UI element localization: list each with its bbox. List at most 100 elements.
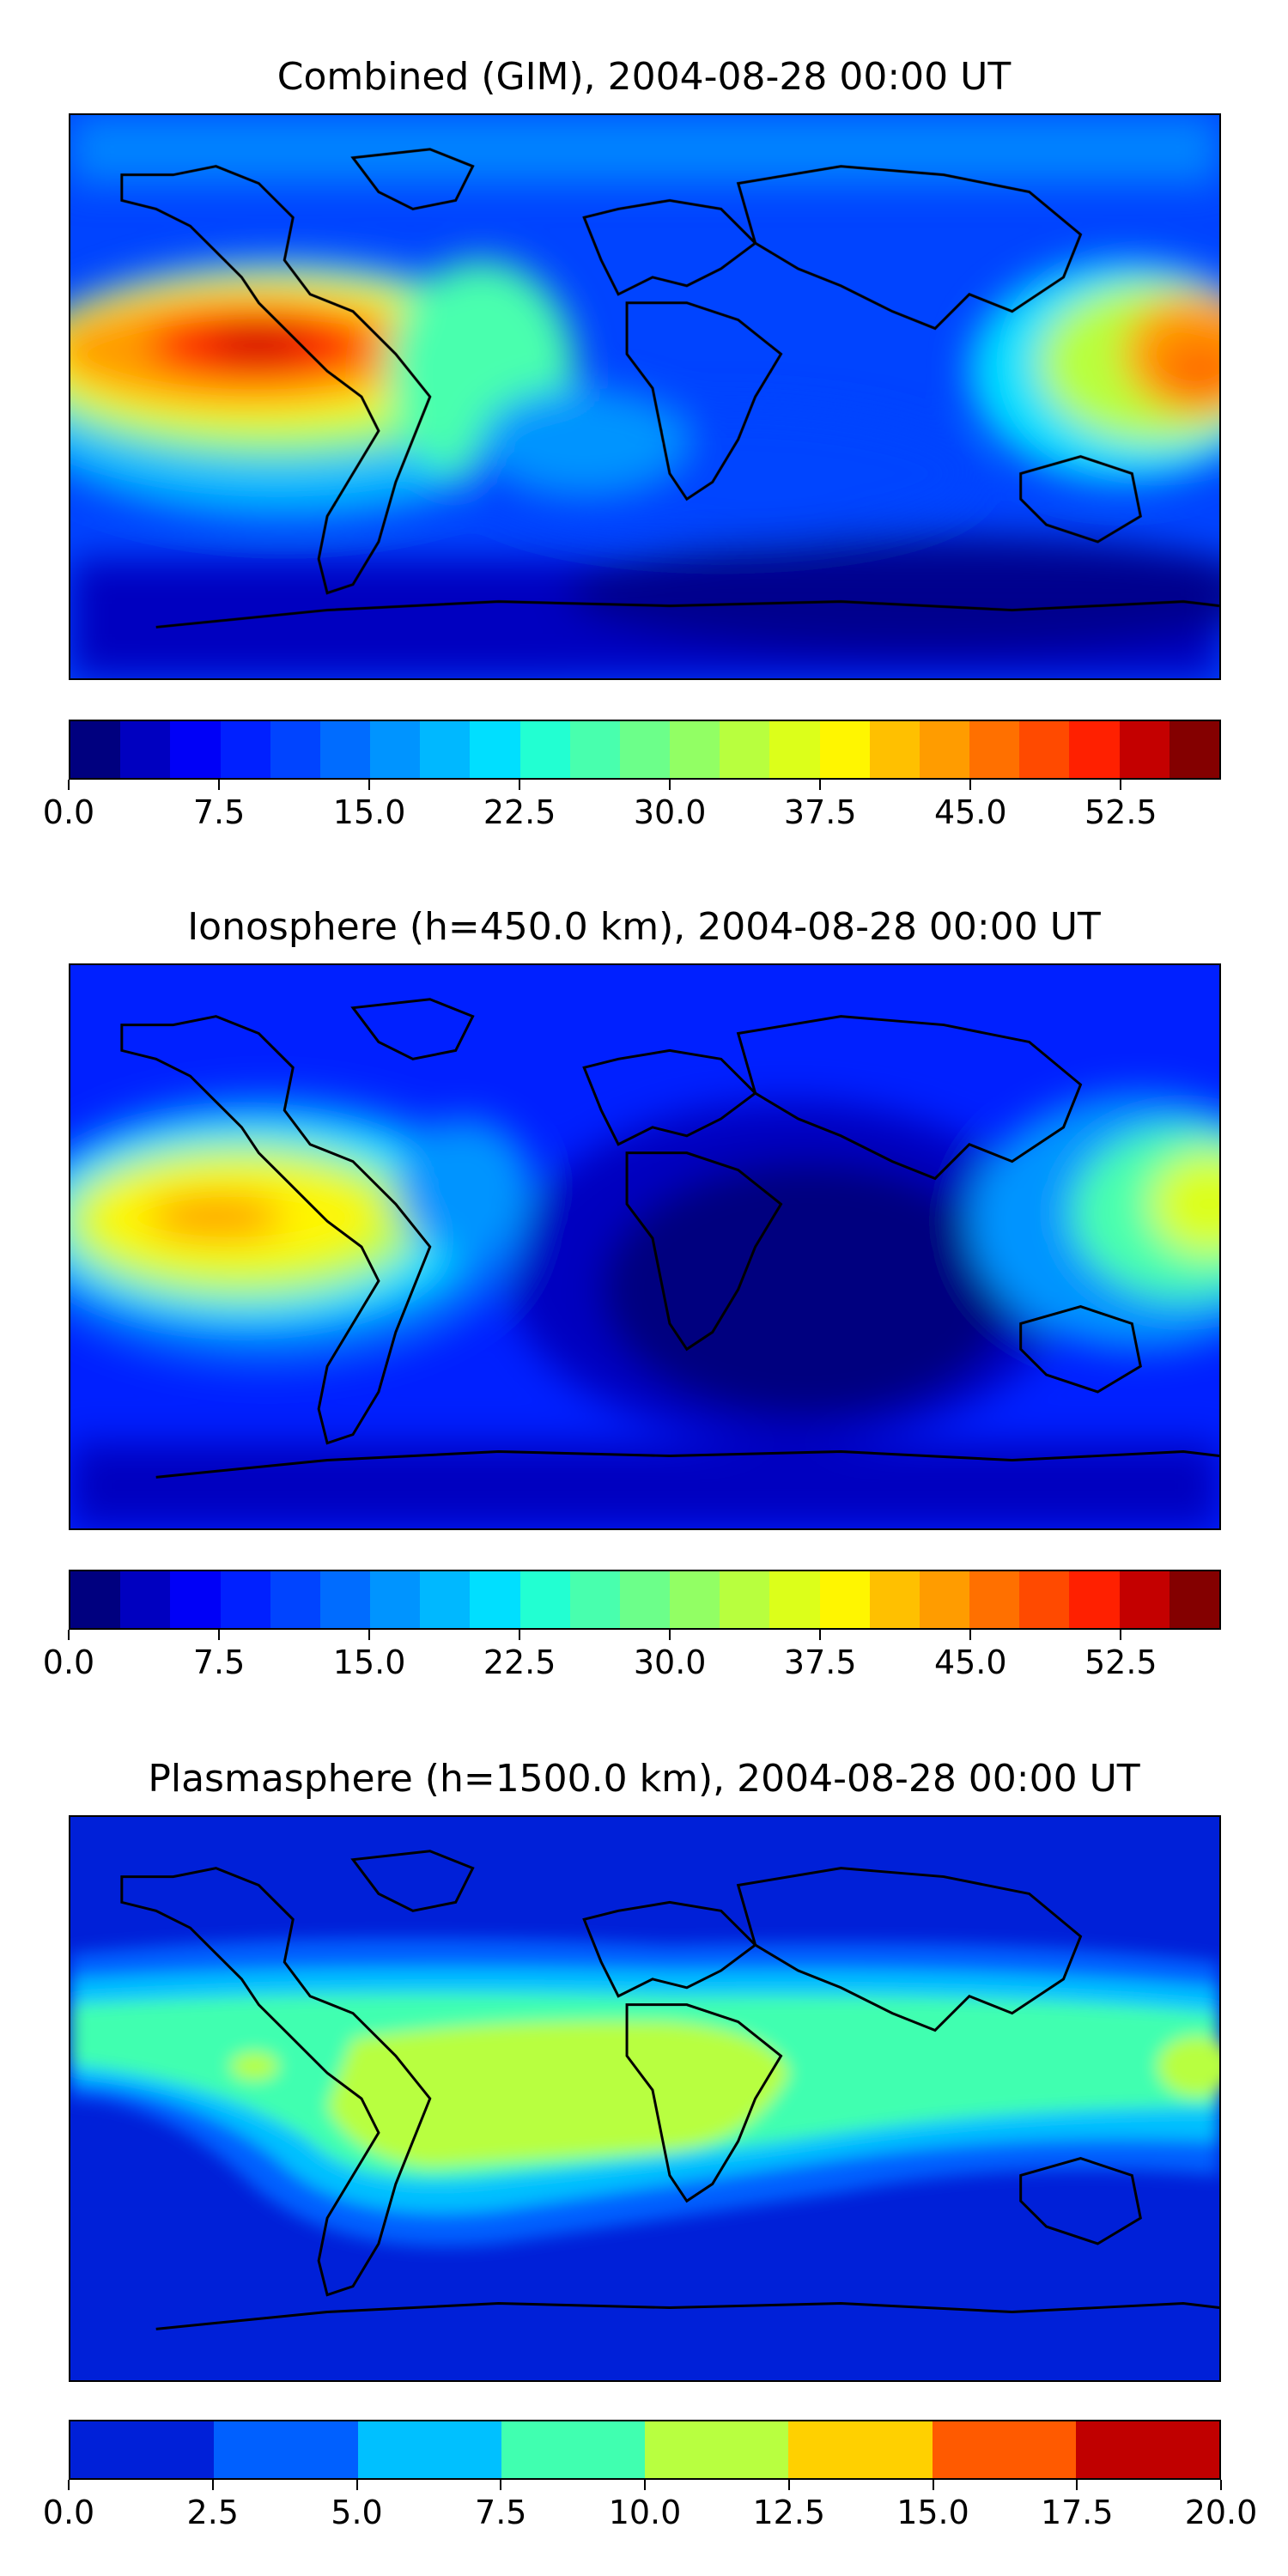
colorbar-level: [370, 721, 421, 778]
colorbar-level: [501, 2421, 645, 2478]
colorbar-tick-label: 5.0: [331, 2494, 383, 2531]
colorbar-level: [919, 721, 970, 778]
plasmasphere-colorbar-ticks: 0.0 2.5 5.0 7.5 10.0 12.5 15.0 17.5 20.0: [43, 2480, 1257, 2531]
colorbar-tick-label: 37.5: [783, 793, 857, 831]
colorbar-level: [569, 1571, 620, 1628]
plasmasphere-tec-map: [69, 1815, 1221, 2382]
colorbar-level: [788, 2421, 933, 2478]
colorbar-tick-label: 30.0: [633, 1643, 707, 1681]
colorbar-level: [1019, 721, 1070, 778]
colorbar-tick: [819, 780, 822, 790]
combined-tec-map: [69, 113, 1221, 680]
colorbar-level: [420, 1571, 471, 1628]
colorbar-level: [932, 2421, 1076, 2478]
colorbar-tick: [787, 2480, 790, 2490]
colorbar-level: [1119, 721, 1170, 778]
colorbar-tick: [1120, 780, 1122, 790]
colorbar-level: [270, 721, 320, 778]
coastlines: [120, 148, 1219, 629]
colorbar-tick-label: 0.0: [42, 1643, 95, 1681]
colorbar-level: [819, 1571, 870, 1628]
colorbar-level: [470, 721, 520, 778]
ionosphere-map-title: Ionosphere (h=450.0 km), 2004-08-28 00:0…: [187, 905, 1101, 949]
colorbar-level: [670, 1571, 720, 1628]
colorbar-level: [819, 721, 870, 778]
colorbar-tick: [644, 2480, 646, 2490]
colorbar-tick: [68, 2480, 70, 2490]
colorbar-tick: [669, 780, 671, 790]
colorbar-tick-label: 52.5: [1084, 1643, 1157, 1681]
colorbar-tick: [669, 1630, 671, 1640]
combined-colorbar: [69, 720, 1221, 780]
combined-colorbar-ticks: 0.0 7.5 15.0 22.5 30.0 37.5 45.0 52.5: [43, 780, 1221, 831]
colorbar-tick-label: 15.0: [332, 793, 406, 831]
colorbar-level: [619, 1571, 671, 1628]
colorbar-level: [1069, 1571, 1120, 1628]
colorbar-tick: [368, 1630, 371, 1640]
colorbar-level: [1119, 1571, 1170, 1628]
colorbar-level: [70, 721, 121, 778]
colorbar-tick-label: 7.5: [475, 2494, 527, 2531]
colorbar-tick: [211, 2480, 214, 2490]
colorbar-level: [170, 721, 221, 778]
colorbar-level: [270, 1571, 320, 1628]
colorbar-level: [670, 721, 720, 778]
colorbar-level: [470, 1571, 520, 1628]
colorbar-level: [969, 721, 1020, 778]
combined-map-title: Combined (GIM), 2004-08-28 00:00 UT: [276, 55, 1012, 99]
colorbar-tick-label: 52.5: [1084, 793, 1157, 831]
colorbar-tick-label: 22.5: [483, 793, 556, 831]
colorbar-tick: [969, 1630, 972, 1640]
colorbar-level: [519, 1571, 570, 1628]
colorbar-tick-label: 7.5: [192, 1643, 246, 1681]
colorbar-tick-label: 45.0: [933, 793, 1007, 831]
colorbar-level: [319, 721, 371, 778]
plasmasphere-map-title: Plasmasphere (h=1500.0 km), 2004-08-28 0…: [148, 1757, 1140, 1801]
colorbar-tick-label: 12.5: [752, 2494, 826, 2531]
colorbar-tick: [932, 2480, 934, 2490]
colorbar-tick-label: 15.0: [896, 2494, 969, 2531]
colorbar-tick: [218, 780, 221, 790]
colorbar-level: [357, 2421, 501, 2478]
ionosphere-tec-map: [69, 963, 1221, 1530]
colorbar-level: [1019, 1571, 1070, 1628]
ionosphere-colorbar: [69, 1570, 1221, 1630]
colorbar-level: [869, 1571, 920, 1628]
colorbar-level: [720, 721, 770, 778]
colorbar-tick-label: 37.5: [783, 1643, 857, 1681]
colorbar-level: [619, 721, 671, 778]
colorbar-tick: [519, 1630, 521, 1640]
colorbar-tick-label: 10.0: [608, 2494, 682, 2531]
colorbar-level: [220, 1571, 270, 1628]
colorbar-tick-label: 7.5: [192, 793, 246, 831]
colorbar-level: [70, 2421, 215, 2478]
colorbar-level: [120, 721, 171, 778]
colorbar-tick: [500, 2480, 502, 2490]
colorbar-tick-label: 2.5: [186, 2494, 239, 2531]
colorbar-level: [869, 721, 920, 778]
colorbar-tick: [68, 1630, 70, 1640]
colorbar-tick: [519, 780, 521, 790]
colorbar-tick: [68, 780, 70, 790]
colorbar-tick-label: 17.5: [1040, 2494, 1114, 2531]
ionosphere-colorbar-ticks: 0.0 7.5 15.0 22.5 30.0 37.5 45.0 52.5: [43, 1630, 1221, 1681]
colorbar-level: [1169, 721, 1219, 778]
colorbar-level: [969, 1571, 1020, 1628]
colorbar-level: [769, 1571, 820, 1628]
colorbar-tick: [368, 780, 371, 790]
plasmasphere-colorbar: [69, 2420, 1221, 2480]
colorbar-level: [569, 721, 620, 778]
colorbar-tick-label: 0.0: [42, 793, 95, 831]
colorbar-tick-label: 0.0: [42, 2494, 95, 2531]
colorbar-level: [319, 1571, 371, 1628]
colorbar-level: [919, 1571, 970, 1628]
colorbar-tick-label: 30.0: [633, 793, 707, 831]
colorbar-level: [214, 2421, 358, 2478]
colorbar-tick-label: 20.0: [1184, 2494, 1258, 2531]
colorbar-level: [769, 721, 820, 778]
colorbar-tick: [355, 2480, 358, 2490]
colorbar-tick-label: 15.0: [332, 1643, 406, 1681]
colorbar-level: [1069, 721, 1120, 778]
colorbar-level: [420, 721, 471, 778]
colorbar-level: [1169, 1571, 1219, 1628]
